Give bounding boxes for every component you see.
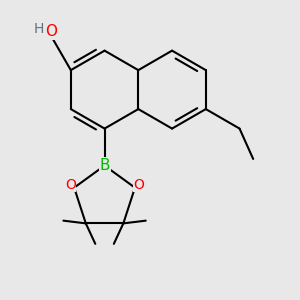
Text: O: O [65,178,76,191]
Text: O: O [45,24,57,39]
Text: B: B [99,158,110,173]
Text: O: O [134,178,144,191]
Text: H: H [34,22,44,36]
